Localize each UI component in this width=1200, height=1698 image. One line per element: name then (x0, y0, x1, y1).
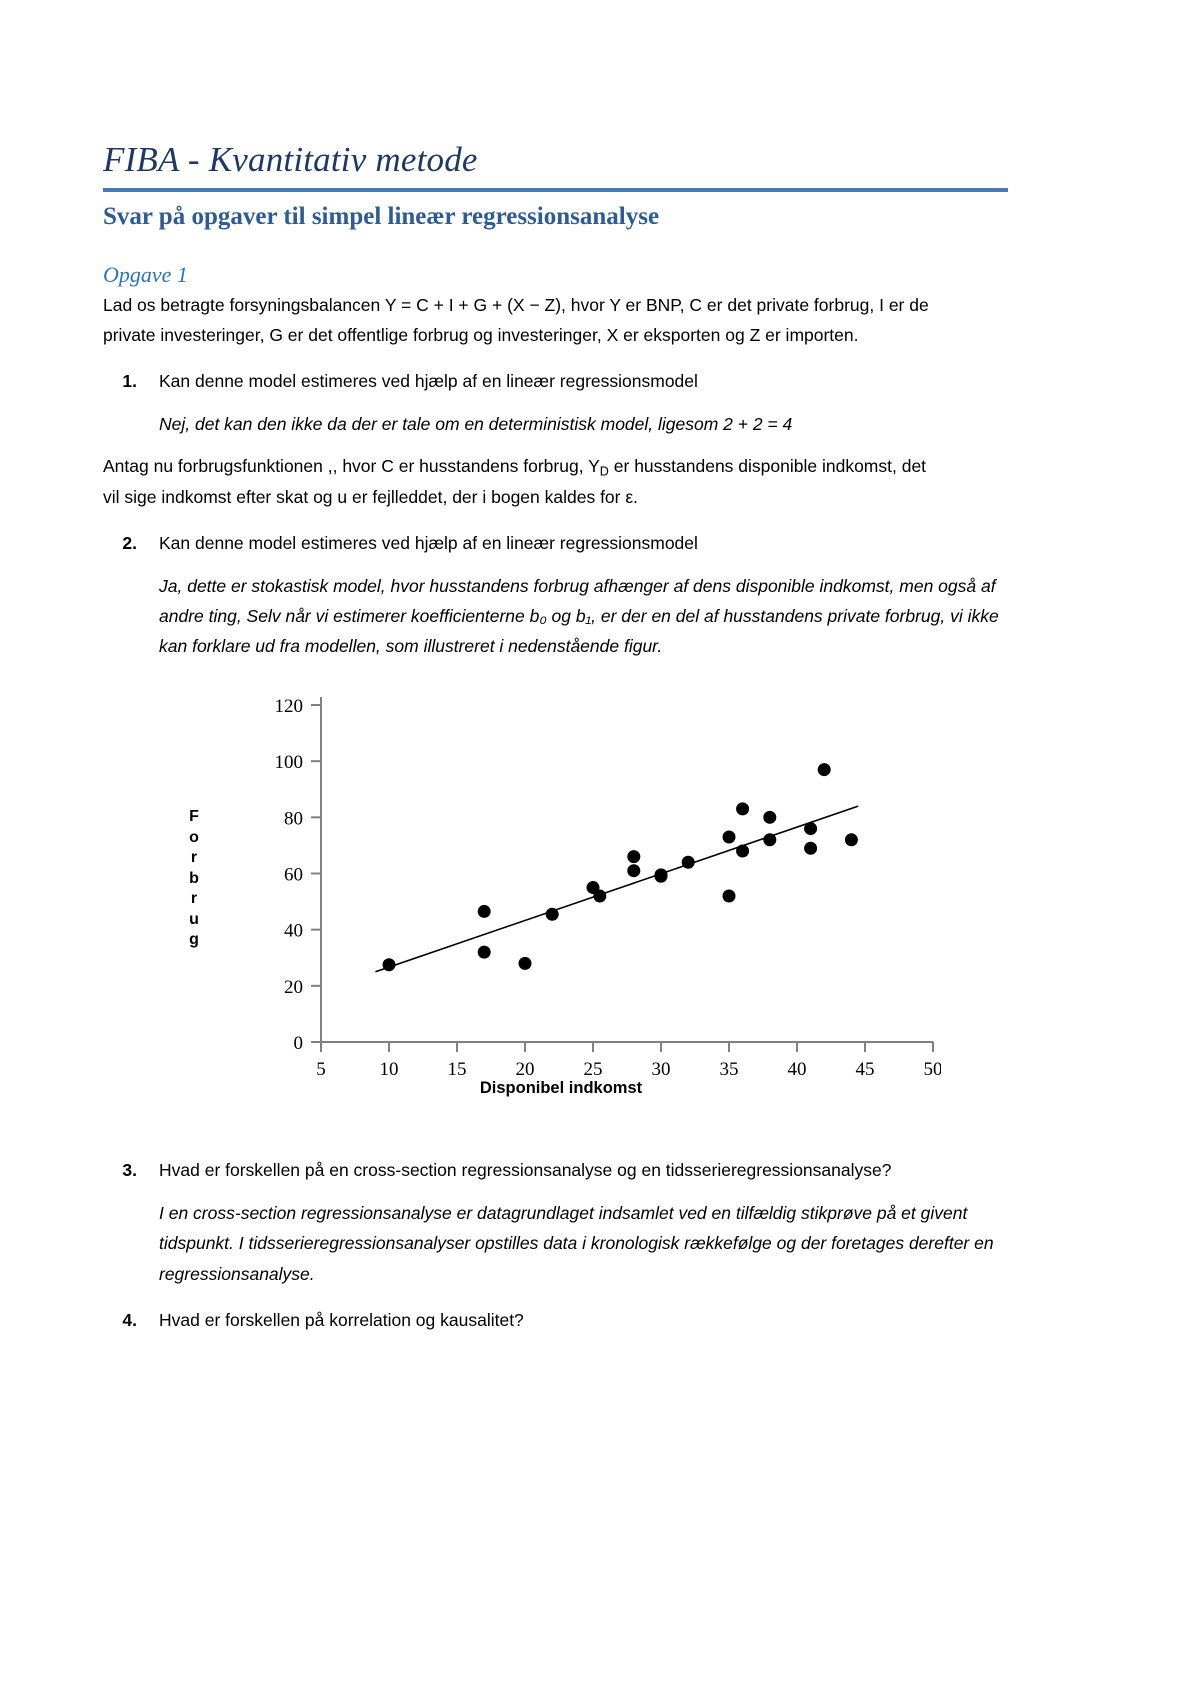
chart-y-axis-title-letter: F (189, 808, 199, 826)
forbrugsfunktion-text-a: Antag nu forbrugsfunktionen ,, hvor C er… (103, 455, 600, 476)
chart-y-axis-title-letter: r (190, 890, 198, 908)
list-item-1: 1. Kan denne model estimeres ved hjælp a… (103, 368, 1008, 395)
list-item-4: 4. Hvad er forskellen på korrelation og … (103, 1307, 1008, 1334)
document-content: FIBA - Kvantitativ metode Svar på opgave… (103, 140, 1008, 1334)
list-item-3: 3. Hvad er forskellen på en cross-sectio… (103, 1157, 1008, 1184)
chart-y-tick-label: 20 (284, 977, 303, 998)
chart-data-point (681, 855, 695, 869)
chart-y-axis-title-letter: o (189, 828, 199, 846)
chart-x-tick-label: 45 (856, 1059, 875, 1077)
subscript-d: D (599, 464, 609, 479)
chart-data-point (518, 957, 532, 971)
chart-x-ticks: 5 10 15 20 25 30 35 40 45 50 (316, 1042, 941, 1077)
chart-y-axis-title-letter: g (189, 931, 199, 949)
list-item-3-number: 3. (122, 1160, 137, 1181)
chart-data-point (654, 868, 668, 882)
chart-y-ticks: 0 20 40 60 80 100 120 (275, 696, 321, 1054)
list-item-4-number: 4. (122, 1309, 137, 1330)
chart-x-tick-label: 15 (448, 1059, 467, 1077)
chart-canvas: 0 20 40 60 80 100 120 5 10 15 20 25 30 35 40 45 50 (275, 696, 942, 1077)
chart-data-point (722, 889, 736, 903)
list-item-1-question: Kan denne model estimeres ved hjælp af e… (159, 370, 698, 391)
list-item-3-answer: I en cross-section regressionsanalyse er… (159, 1203, 994, 1284)
chart-data-point (804, 822, 818, 836)
chart-data-point (627, 864, 641, 878)
chart-data-point (477, 945, 491, 959)
intro-paragraph-line-2: private investeringer, G er det offentli… (103, 324, 859, 345)
list-item-1-answer: Nej, det kan den ikke da der er tale om … (159, 413, 793, 434)
chart-x-tick-label: 20 (516, 1059, 535, 1077)
list-item-1-number: 1. (122, 370, 137, 391)
chart-data-point (545, 907, 559, 921)
chart-points (382, 763, 858, 972)
chart-data-point (593, 889, 607, 903)
chart-data-point (722, 830, 736, 844)
list-item-2-number: 2. (122, 532, 137, 553)
page-title: FIBA - Kvantitativ metode (103, 140, 478, 179)
list-item-2-question: Kan denne model estimeres ved hjælp af e… (159, 532, 698, 553)
chart-data-point (627, 850, 641, 864)
chart-data-point (382, 958, 396, 972)
chart-y-tick-label: 60 (284, 865, 303, 886)
chart-data-point (736, 844, 750, 858)
chart-y-tick-label: 0 (294, 1033, 304, 1054)
chart-trendline (375, 805, 859, 973)
forbrugsfunktion-line-2: vil sige indkomst efter skat og u er fej… (103, 487, 639, 508)
page-subtitle: Svar på opgaver til simpel lineær regres… (103, 203, 660, 231)
list-item-2-answer: Ja, dette er stokastisk model, hvor huss… (159, 575, 999, 657)
chart-x-axis-title: Disponibel indkomst (479, 1079, 643, 1098)
chart-x-tick-label: 5 (316, 1059, 326, 1077)
chart-y-tick-label: 120 (275, 696, 304, 717)
chart-data-point (844, 833, 858, 847)
forbrugsfunktion-text-b: er husstandens disponible indkomst, det (608, 455, 927, 476)
chart-x-tick-label: 50 (924, 1059, 942, 1077)
chart-data-point (477, 905, 491, 919)
chart-y-tick-label: 40 (284, 921, 303, 942)
chart-y-tick-label: 80 (284, 809, 303, 830)
forbrugsfunktion-line-1: Antag nu forbrugsfunktionen ,, hvor C er… (103, 453, 1008, 482)
chart-data-point (763, 811, 777, 825)
chart-y-axis-title-letter: u (189, 910, 199, 928)
chart-data-point (763, 833, 777, 847)
chart-x-tick-label: 30 (652, 1059, 671, 1077)
chart-data-point (804, 841, 818, 855)
chart-y-tick-label: 100 (275, 752, 304, 773)
chart-y-axis-title-letter: b (189, 869, 199, 887)
list-item-2: 2. Kan denne model estimeres ved hjælp a… (103, 530, 1008, 557)
intro-paragraph-line-1: Lad os betragte forsyningsbalancen Y = C… (103, 295, 929, 316)
chart-x-tick-label: 35 (720, 1059, 739, 1077)
chart-x-tick-label: 10 (380, 1059, 399, 1077)
chart-data-point (817, 763, 831, 777)
list-item-3-question: Hvad er forskellen på en cross-section r… (159, 1160, 892, 1181)
title-divider (103, 188, 1008, 193)
chart-x-axis: 5 10 15 20 25 30 35 40 45 50 (316, 1041, 941, 1077)
section-heading-opgave-1: Opgave 1 (103, 262, 188, 288)
chart-data-point (736, 802, 750, 816)
chart-x-tick-label: 25 (584, 1059, 603, 1077)
chart-y-axis-title-letter: r (190, 849, 198, 867)
chart-x-tick-label: 40 (788, 1059, 807, 1077)
chart-y-axis: 0 20 40 60 80 100 120 (275, 696, 322, 1054)
chart-trendline-segment (375, 805, 859, 973)
list-item-4-question: Hvad er forskellen på korrelation og kau… (159, 1309, 524, 1330)
